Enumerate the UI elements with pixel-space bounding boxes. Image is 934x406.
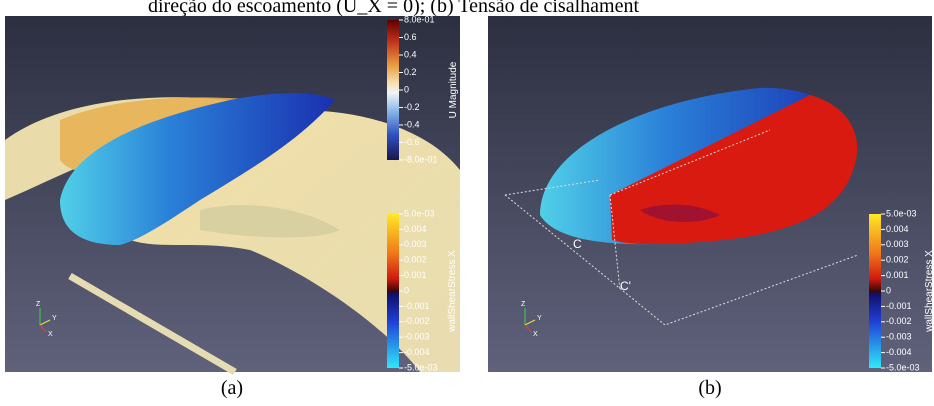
colorbar-tick-label: 0.4 [404,49,417,59]
colorbar [387,20,399,160]
colorbar-tick-label: 5.0e-03 [404,208,435,218]
colorbar-tick-label: 0.6 [404,32,417,42]
annotation: C' [620,279,631,293]
colorbar-tick-label: 0.2 [404,67,417,77]
colorbar-tick-label: -0.2 [404,102,420,112]
panel-label: (b) [698,377,721,399]
colorbar-tick-label: 0.002 [886,255,909,265]
colorbar-tick-label: 0 [404,84,409,94]
colorbar-tick-label: -0.001 [404,301,430,311]
colorbar-tick-label: -0.003 [886,332,912,342]
colorbar-tick-label: -5.0e-03 [404,362,438,372]
colorbar-tick-label: 0.002 [404,255,427,265]
axis-label: X [48,331,53,338]
colorbar-tick-label: 0.001 [886,270,909,280]
colorbar [869,214,881,368]
top-caption: direção do escoamento (U_X = 0); (b) Ten… [148,0,639,17]
panel-label: (a) [221,377,243,399]
colorbar-tick-label: 0 [404,285,409,295]
figure: direção do escoamento (U_X = 0); (b) Ten… [0,0,934,406]
colorbar-tick-label: 0 [886,285,891,295]
colorbar-tick-label: -0.004 [404,347,430,357]
colorbar-tick-label: 5.0e-03 [886,208,917,218]
colorbar-title: wallShearStress X [924,250,934,333]
colorbar-title: U Magnitude [448,61,459,118]
colorbar-tick-label: 0.003 [404,239,427,249]
panel-b: C C' Z Y X [488,16,932,372]
colorbar-tick-label: 0.003 [886,239,909,249]
colorbar-tick-label: -0.002 [404,316,430,326]
axis-label: Y [537,315,542,322]
axis-label: Y [52,315,57,322]
colorbar [387,214,399,368]
colorbar-title: wallShearStress X [447,250,458,333]
colorbar-tick-label: -0.001 [886,301,912,311]
colorbar-tick-label: -5.0e-03 [886,362,920,372]
colorbar-tick-label: -8.0e-01 [404,154,438,164]
colorbar-tick-label: 0.001 [404,270,427,280]
colorbar-tick-label: -0.003 [404,332,430,342]
colorbar-tick-label: -0.6 [404,137,420,147]
axis-label: X [533,331,538,338]
colorbar-tick-label: -0.4 [404,119,420,129]
colorbar-tick-label: -0.004 [886,347,912,357]
colorbar-tick-label: -0.002 [886,316,912,326]
colorbar-tick-label: 0.004 [886,224,909,234]
axis-label: Z [521,301,526,308]
axis-label: Z [36,301,41,308]
annotation: C [573,237,582,251]
colorbar-tick-label: 0.004 [404,224,427,234]
colorbar-tick-label: 8.0e-01 [404,14,435,24]
